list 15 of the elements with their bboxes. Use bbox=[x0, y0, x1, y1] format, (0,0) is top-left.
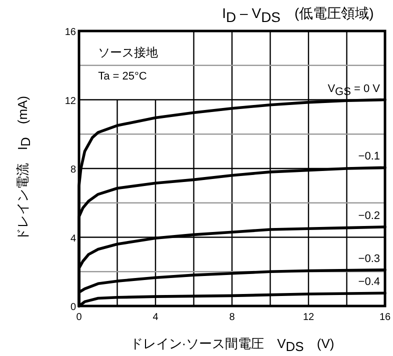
x-tick-label: 8 bbox=[229, 312, 236, 323]
y-tick-label: 12 bbox=[64, 96, 76, 107]
series-label: −0.2 bbox=[358, 210, 380, 222]
y-tick-label: 16 bbox=[64, 27, 76, 38]
annotation: Ta = 25°C bbox=[98, 70, 147, 82]
series-label: −0.4 bbox=[358, 276, 380, 288]
annotation: ソース接地 bbox=[98, 45, 158, 60]
series-label: −0.1 bbox=[358, 150, 380, 163]
y-tick-label: 8 bbox=[70, 164, 76, 176]
series-label: −0.3 bbox=[358, 252, 380, 265]
x-tick-label: 12 bbox=[302, 312, 314, 323]
x-tick-label: 16 bbox=[379, 312, 391, 323]
x-tick-label: 4 bbox=[152, 312, 159, 323]
y-tick-label: 0 bbox=[70, 302, 76, 313]
y-tick-label: 4 bbox=[70, 233, 76, 244]
